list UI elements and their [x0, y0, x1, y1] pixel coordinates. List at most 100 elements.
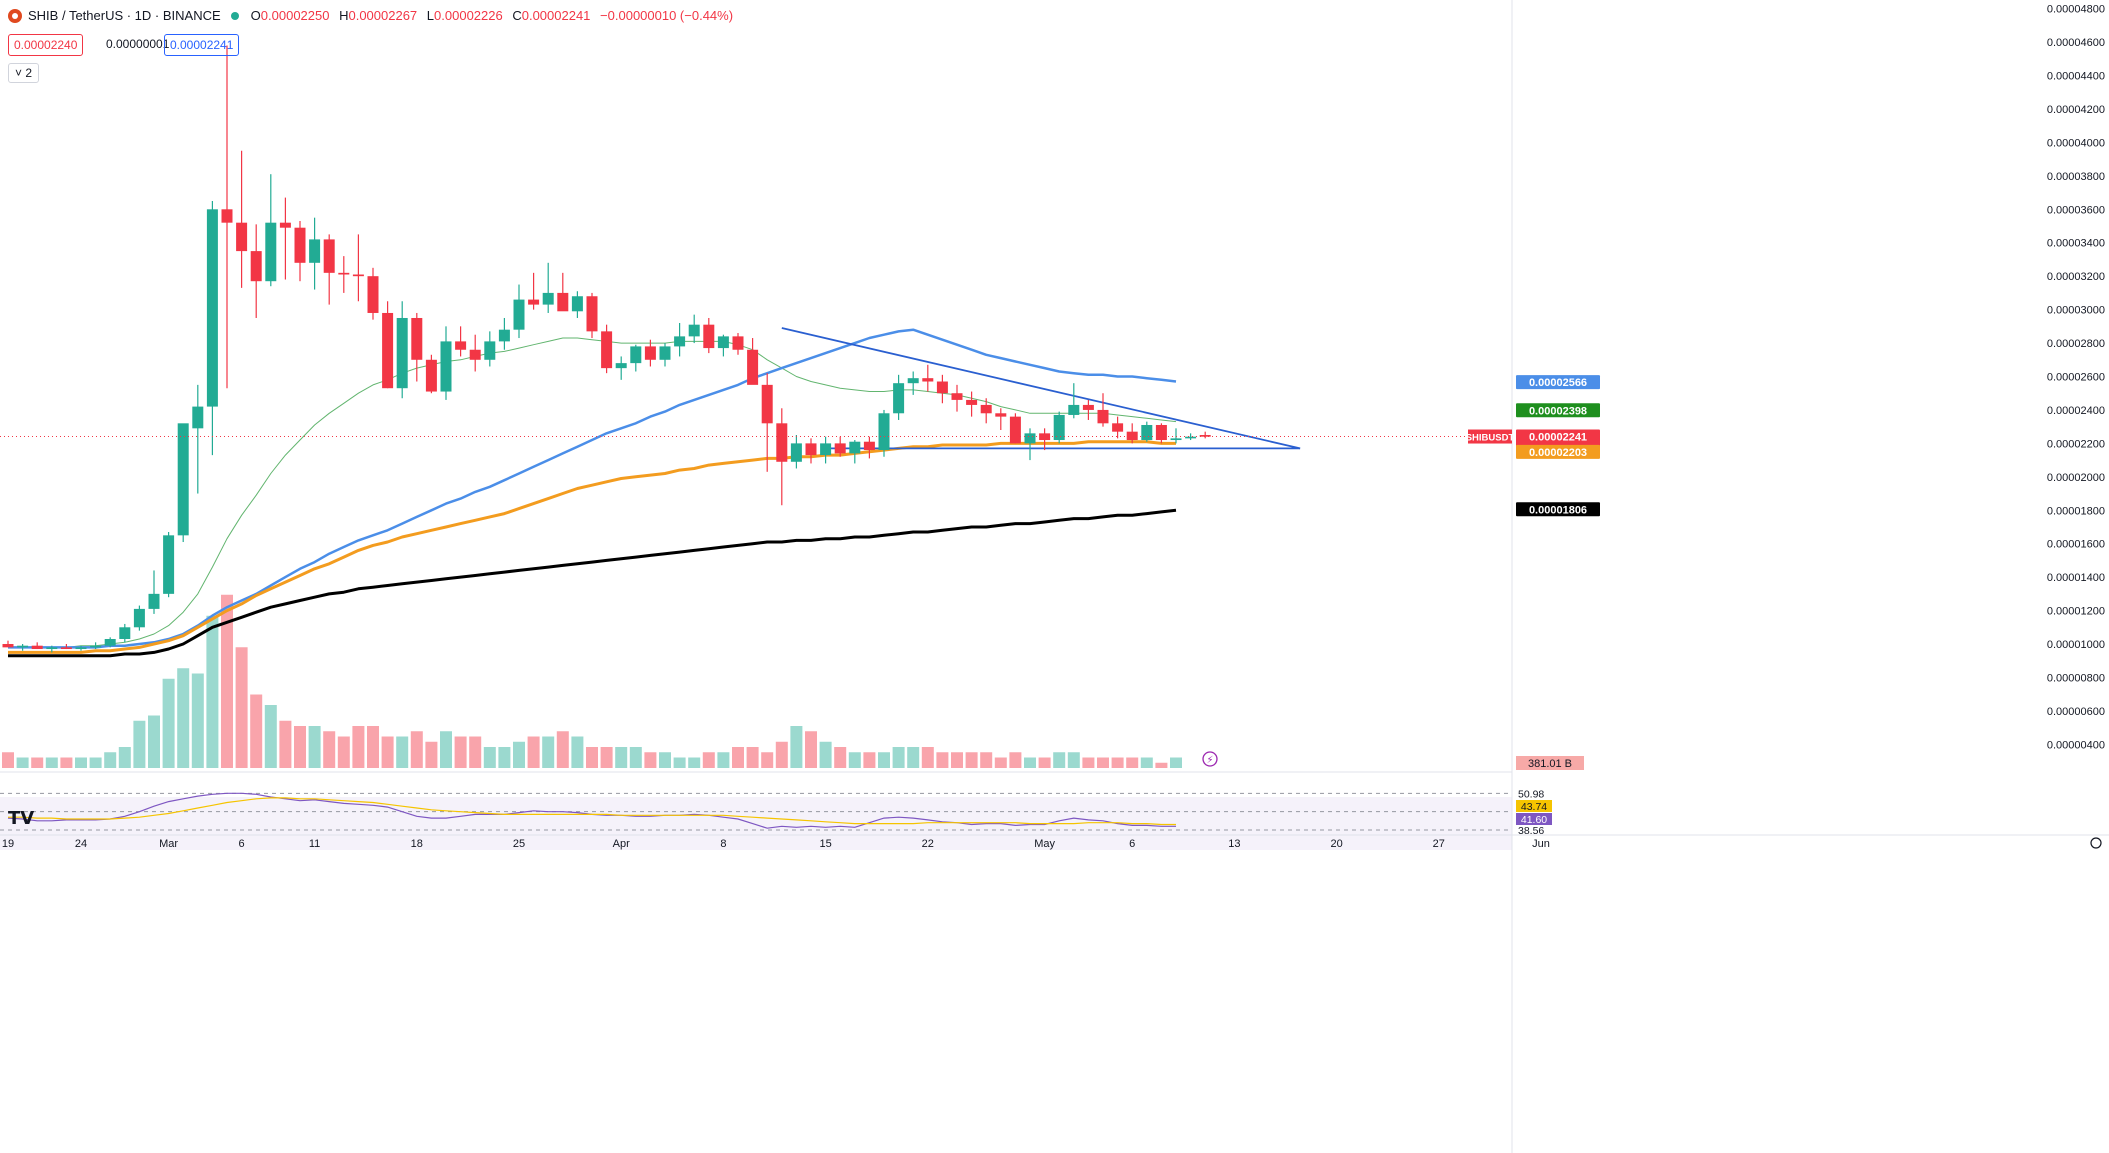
buy-price-button[interactable]: 0.00002241	[164, 34, 240, 56]
volume-bar	[133, 720, 146, 768]
volume-bar	[1067, 752, 1080, 768]
candle-body	[119, 627, 131, 639]
volume-bar	[513, 741, 525, 768]
candle-body	[863, 441, 875, 451]
time-axis-label: Jun	[1532, 838, 1550, 850]
rsi-value-box	[1516, 813, 1552, 825]
close-value: 0.00002241	[521, 8, 591, 23]
volume-bar	[264, 705, 277, 768]
time-axis-label: 13	[1228, 838, 1240, 850]
candle-body	[17, 645, 29, 648]
price-tick-label: 0.00000600	[2047, 706, 2105, 718]
price-scale: 0.00004800 0.00004600 0.00004400 0.00004200…	[2047, 4, 2105, 752]
time-axis-label: 27	[1433, 838, 1445, 850]
price-tick-label: 0.00004000	[2047, 137, 2105, 149]
candle-body	[688, 324, 700, 337]
volume-bar	[294, 726, 306, 768]
volume-bar	[177, 668, 190, 768]
volume-bar	[440, 731, 452, 768]
price-tick-label: 0.00000400	[2047, 739, 2105, 751]
volume-bar	[775, 741, 788, 768]
low-value: 0.00002226	[434, 8, 503, 23]
price-tick-label: 0.00001400	[2047, 572, 2105, 584]
trendline-descending-resistance	[781, 327, 1301, 450]
collapse-indicators-button[interactable]: ˅ 2	[8, 63, 40, 83]
candle-body	[732, 336, 744, 350]
volume-bar	[410, 731, 423, 768]
time-axis-label: 19	[2, 838, 14, 850]
volume-bar	[148, 715, 160, 768]
candlestick-series	[2, 45, 1211, 653]
price-tick-label: 0.00003600	[2047, 204, 2105, 216]
high-value: 0.00002267	[348, 8, 418, 23]
sell-price-button[interactable]: 0.00002240	[8, 34, 84, 56]
volume-bar	[118, 747, 131, 768]
volume-bar	[921, 747, 934, 768]
candle-body	[717, 336, 729, 349]
moving-average-line-ma50	[8, 328, 1177, 649]
candle-body	[294, 227, 306, 263]
candle-body	[469, 349, 481, 360]
ohlc-values: O0.00002250 H0.00002267 L0.00002226 C0.0…	[250, 8, 734, 23]
moving-average-line-ma20	[8, 337, 1177, 648]
lightning-icon-glyph: ⚡	[1206, 755, 1213, 766]
candle-body	[236, 222, 248, 252]
price-tick-label: 0.00002600	[2047, 372, 2105, 384]
candle-body	[966, 399, 978, 405]
volume-bar	[221, 594, 233, 768]
candle-body	[703, 324, 715, 349]
price-tick-label: 0.00001600	[2047, 539, 2105, 551]
candle-body	[878, 413, 890, 451]
symbol-title[interactable]: SHIB / TetherUS · 1D · BINANCE	[28, 8, 221, 23]
candle-body	[528, 299, 540, 305]
volume-bar	[498, 747, 511, 768]
volume-bar	[396, 736, 409, 768]
candle-body	[90, 645, 102, 648]
candle-body	[776, 423, 788, 462]
volume-bar	[381, 736, 394, 768]
lightning-icon	[1202, 751, 1218, 767]
rsi-axis-label: 50.98	[1518, 788, 1544, 800]
candle-body	[659, 346, 671, 360]
candle-body	[75, 647, 87, 650]
candle-body	[747, 349, 759, 385]
tradingview-logo-icon: TV	[8, 808, 34, 829]
candle-body	[849, 441, 861, 454]
volume-bar	[337, 736, 350, 768]
candle-body	[484, 341, 496, 360]
volume-bar	[878, 752, 890, 768]
candle-body	[1170, 438, 1182, 441]
volume-bar	[1009, 752, 1022, 768]
candle-body	[586, 296, 598, 332]
price-tick-label: 0.00001200	[2047, 606, 2105, 618]
candle-body	[1185, 436, 1197, 439]
candle-body	[46, 647, 58, 650]
volume-bar	[1024, 757, 1036, 768]
volume-bar	[425, 741, 438, 768]
volume-bar	[863, 752, 876, 768]
volume-bar	[965, 752, 978, 768]
symbol-legend: SHIB / TetherUS · 1D · BINANCE O0.000022…	[8, 8, 733, 23]
volume-bar	[951, 752, 963, 768]
volume-bar	[542, 736, 555, 768]
moving-average-line-ma100	[8, 440, 1176, 654]
candle-body	[367, 276, 379, 313]
volume-bar	[629, 747, 642, 768]
volume-bar	[761, 752, 774, 768]
volume-bar	[31, 757, 44, 768]
candle-body	[455, 341, 467, 350]
price-tick-label: 0.00002000	[2047, 472, 2105, 484]
time-axis-label: Mar	[159, 838, 178, 850]
candle-body	[104, 638, 116, 646]
price-label-box	[1516, 444, 1600, 459]
candle-body	[440, 341, 452, 392]
price-label-text: 0.00002241	[1529, 432, 1587, 444]
candle-body	[323, 239, 335, 273]
candle-body	[951, 393, 963, 400]
candle-body	[761, 384, 773, 424]
candle-body	[630, 346, 642, 364]
candle-body	[221, 209, 233, 223]
candle-body	[163, 535, 175, 594]
